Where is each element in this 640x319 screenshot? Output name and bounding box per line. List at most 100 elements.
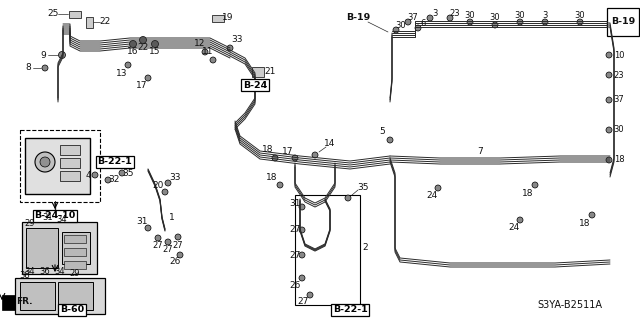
Text: 21: 21 [264,68,276,77]
Circle shape [299,204,305,210]
Text: 18: 18 [266,174,278,182]
Text: 29: 29 [70,269,80,278]
Bar [2,295,15,310]
Circle shape [532,182,538,188]
Text: 27: 27 [163,246,173,255]
Bar [20,130,100,202]
Text: 24: 24 [508,224,520,233]
Bar [212,14,224,21]
Bar [86,17,93,27]
Text: 6: 6 [420,19,426,27]
Text: 27: 27 [289,250,301,259]
Text: 19: 19 [222,13,234,23]
Bar [20,282,55,310]
Circle shape [165,180,171,186]
Text: 14: 14 [324,139,336,149]
Text: 34: 34 [54,266,65,276]
Text: 9: 9 [40,50,46,60]
Text: 7: 7 [477,147,483,157]
Text: 30: 30 [575,11,586,19]
Text: B-19: B-19 [611,18,635,26]
Circle shape [606,52,612,58]
Text: 1: 1 [169,213,175,222]
Circle shape [272,155,278,161]
Circle shape [299,252,305,258]
Circle shape [467,19,473,25]
Text: 10: 10 [614,50,624,60]
Text: 2: 2 [362,243,368,253]
Circle shape [92,172,98,178]
Text: 31: 31 [289,198,301,207]
Text: 27: 27 [289,226,301,234]
Text: 3: 3 [542,11,548,19]
Text: B-22-1: B-22-1 [98,158,132,167]
Bar [60,171,80,181]
Circle shape [307,292,313,298]
Circle shape [415,25,421,31]
Circle shape [606,157,612,163]
Bar [60,158,80,168]
Text: 17: 17 [136,81,148,91]
Text: 29: 29 [25,219,35,228]
Circle shape [42,65,48,71]
Bar [64,235,86,243]
Text: 34: 34 [25,266,35,276]
Circle shape [447,15,453,21]
Bar [26,228,58,268]
Circle shape [542,19,548,25]
Text: B-19: B-19 [346,13,370,23]
Text: 31: 31 [43,213,53,222]
Circle shape [299,227,305,233]
Circle shape [145,225,151,231]
Text: 18: 18 [579,219,591,227]
Text: 27: 27 [298,298,308,307]
Bar [58,282,93,310]
Circle shape [165,239,171,245]
Bar [64,248,86,256]
Text: 27: 27 [173,241,183,249]
Text: FR.: FR. [16,298,33,307]
Text: 3: 3 [432,9,438,18]
Text: 17: 17 [282,147,294,157]
Bar [60,145,80,155]
Text: B-22-1: B-22-1 [333,306,367,315]
Circle shape [175,234,181,240]
Text: 35: 35 [122,168,134,177]
Circle shape [277,182,283,188]
Text: 30: 30 [396,20,406,29]
Text: 32: 32 [108,175,120,184]
Circle shape [393,27,399,33]
Text: 38: 38 [20,271,30,279]
Text: 16: 16 [127,48,139,56]
Text: 37: 37 [614,95,625,105]
Text: 8: 8 [25,63,31,72]
Text: 30: 30 [490,13,500,23]
Circle shape [577,19,583,25]
Text: 4: 4 [85,170,91,180]
Circle shape [606,97,612,103]
Text: 35: 35 [357,182,369,191]
Text: 13: 13 [116,69,128,78]
Text: 22: 22 [138,43,148,53]
Circle shape [177,252,183,258]
Circle shape [405,19,411,25]
Text: 18: 18 [262,145,274,154]
Text: 20: 20 [152,181,164,189]
Circle shape [125,62,131,68]
Circle shape [155,235,161,241]
Bar [252,67,264,77]
Text: 18: 18 [522,189,534,197]
Circle shape [517,19,523,25]
Circle shape [202,49,208,55]
Text: 11: 11 [202,48,214,56]
Text: B-24: B-24 [243,80,267,90]
Text: 15: 15 [149,48,161,56]
Bar [295,195,360,305]
Text: 12: 12 [195,40,205,48]
Text: 30: 30 [614,125,624,135]
Text: 33: 33 [231,35,243,44]
Text: 22: 22 [99,18,111,26]
Bar [22,222,97,274]
Circle shape [162,189,168,195]
Text: 37: 37 [408,12,419,21]
